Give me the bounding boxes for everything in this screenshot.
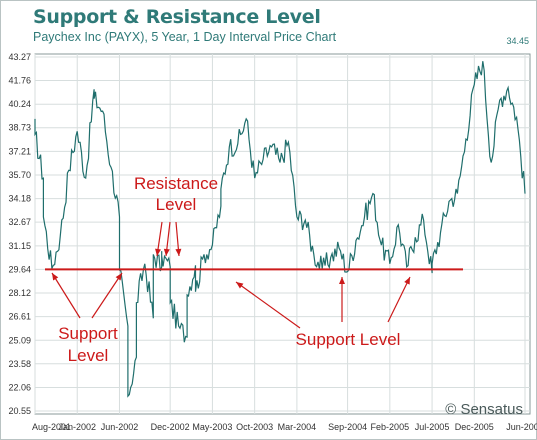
price-series-line xyxy=(34,61,526,398)
y-tick-label: 38.73 xyxy=(8,123,31,133)
y-tick-label: 22.06 xyxy=(8,382,31,392)
arrow-head xyxy=(115,273,122,281)
x-tick-label: Jul-2005 xyxy=(415,422,450,432)
y-tick-label: 25.09 xyxy=(8,335,31,345)
y-tick-label: 23.58 xyxy=(8,359,31,369)
arrow-head xyxy=(52,273,59,281)
x-tick-label: Oct-2003 xyxy=(236,422,273,432)
y-tick-label: 28.12 xyxy=(8,288,31,298)
arrow-head xyxy=(175,248,182,256)
x-tick-label: Jun-2002 xyxy=(101,422,139,432)
y-tick-label: 26.61 xyxy=(8,312,31,322)
arrow-head xyxy=(155,248,161,256)
x-tick-label: Mar-2004 xyxy=(278,422,317,432)
chart-title: Support & Resistance Level xyxy=(33,6,321,28)
y-tick-label: 41.76 xyxy=(8,76,31,86)
y-tick-label: 43.27 xyxy=(8,52,31,62)
annotation-support-left-line1: Support xyxy=(58,324,118,343)
annotation-resistance-line2: Level xyxy=(156,195,197,214)
arrow-head xyxy=(404,277,410,285)
y-tick-label: 40.24 xyxy=(8,99,31,109)
arrow-head xyxy=(236,282,244,289)
arrow-shaft xyxy=(235,281,301,329)
grid-lines xyxy=(34,54,530,414)
x-tick-label: Sep-2004 xyxy=(328,422,367,432)
annotation-support-left-line2: Level xyxy=(68,346,109,365)
arrow-shaft xyxy=(387,276,411,323)
x-tick-label: May-2003 xyxy=(192,422,232,432)
x-tick-label: Jun-2006 xyxy=(506,422,537,432)
annotation-support-right: Support Level xyxy=(296,330,401,349)
arrow-head xyxy=(163,248,170,256)
last-price-readout: 34.45 xyxy=(506,36,529,46)
annotation-resistance-line1: Resistance xyxy=(134,174,218,193)
y-tick-label: 34.18 xyxy=(8,194,31,204)
annotation-arrows xyxy=(51,221,411,329)
plot-area-border xyxy=(34,53,531,415)
y-tick-label: 31.15 xyxy=(8,241,31,251)
arrow-shaft xyxy=(91,272,123,319)
x-tick-label: Feb-2005 xyxy=(371,422,410,432)
x-tick-label: Aug-2001 xyxy=(32,422,71,432)
y-tick-label: 37.21 xyxy=(8,146,31,156)
arrow-head xyxy=(339,277,345,284)
chart-subtitle: Paychex Inc (PAYX), 5 Year, 1 Day Interv… xyxy=(33,30,337,44)
x-tick-label: Jan-2002 xyxy=(58,422,96,432)
x-tick-label: Dec-2005 xyxy=(455,422,494,432)
y-tick-label: 35.70 xyxy=(8,170,31,180)
arrow-shaft xyxy=(51,272,81,319)
x-tick-label: Dec-2002 xyxy=(151,422,190,432)
y-tick-label: 32.67 xyxy=(8,217,31,227)
sensatus-watermark: © Sensatus xyxy=(445,401,523,418)
y-tick-label: 20.55 xyxy=(8,406,31,416)
y-tick-label: 29.64 xyxy=(8,264,31,274)
y-axis-tick-labels: 43.27 41.76 40.24 38.73 37.21 35.70 34.18 32.67… xyxy=(8,52,31,416)
